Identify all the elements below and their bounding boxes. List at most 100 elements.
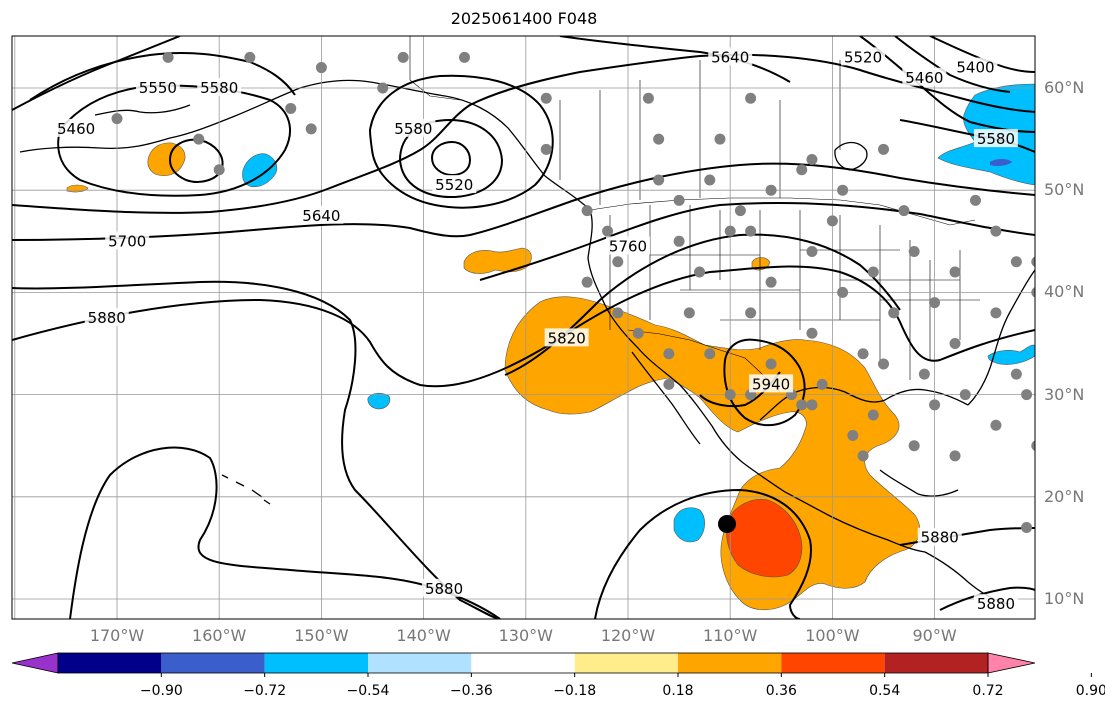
colorbar-label: −0.36 [449, 683, 493, 699]
station-marker [929, 297, 941, 309]
station-marker [1062, 358, 1073, 369]
contour-5940 [723, 338, 806, 427]
contour-label-background [299, 205, 344, 224]
station-marker [837, 286, 849, 298]
latitude-label: 50°N [1044, 180, 1085, 200]
station-marker [888, 307, 900, 319]
station-marker [1010, 368, 1022, 380]
contour-label: 5520 [844, 48, 882, 66]
contour-label: 5880 [88, 309, 126, 327]
contour-label-background [432, 175, 477, 194]
contour-label: 5880 [425, 580, 463, 598]
colorbar-extend-max [987, 652, 1036, 674]
fill-orange-pacific [463, 247, 532, 274]
contour-label-background [841, 47, 886, 66]
contour-label: 5550 [139, 79, 177, 97]
station-marker [908, 246, 920, 258]
station-marker [847, 429, 859, 441]
contour-5700 [12, 162, 1035, 241]
station-marker [745, 225, 757, 237]
contour-label-background [391, 118, 436, 137]
fill-orange-alaska [147, 142, 186, 176]
station-marker [653, 174, 665, 186]
station-marker [826, 215, 838, 227]
station-marker [1031, 287, 1035, 298]
canada-provinces [559, 60, 841, 205]
contour-label: 5820 [548, 329, 586, 347]
station-marker [305, 123, 317, 135]
contour-label-background [54, 118, 99, 137]
station-marker [458, 51, 470, 63]
contour-label: 5580 [200, 79, 238, 97]
contour-labels: 5460 5550 5580 5580 5520 5640 5700 5880 5760 5820… [54, 47, 1018, 613]
fill-blue-northeast [990, 159, 1012, 166]
station-marker [724, 225, 736, 237]
colorbar-segment [471, 653, 575, 673]
colorbar-frame [57, 652, 989, 674]
station-marker [745, 307, 757, 319]
station-marker [959, 389, 971, 401]
station-marker [1021, 389, 1033, 401]
colorbar-segment [781, 653, 885, 673]
longitude-label: 110°W [703, 626, 758, 645]
contour-5760 [479, 202, 1035, 281]
station-marker [867, 266, 879, 278]
colorbar-label: 0.36 [765, 683, 797, 699]
border-us-canada [589, 197, 976, 226]
station-marker [796, 399, 808, 411]
contour-label: 5640 [302, 207, 340, 225]
station-marker [949, 266, 961, 278]
contour-label: 5580 [394, 120, 432, 138]
station-marker [612, 307, 624, 319]
station-marker [540, 92, 552, 104]
contour-label: 5580 [977, 130, 1015, 148]
station-marker [602, 225, 614, 237]
station-marker [806, 246, 818, 258]
station-marker [714, 133, 726, 145]
contour-label-background [105, 231, 150, 250]
latitude-label: 60°N [1044, 78, 1085, 97]
station-marker [315, 62, 327, 74]
station-marker [162, 51, 174, 63]
contour-label-background [135, 78, 180, 96]
colorbar-label: −0.54 [346, 683, 390, 699]
contour-5460-pacific-low [430, 140, 472, 177]
contour-label-background [917, 527, 962, 546]
station-markers [111, 51, 1073, 533]
station-marker [673, 235, 685, 247]
contour-5880-north [12, 265, 1035, 388]
station-marker [653, 133, 665, 145]
contour-label: 5880 [921, 529, 959, 547]
contour-label-background [422, 578, 467, 597]
contour-5460-north [894, 36, 1011, 93]
colorbar-segment [368, 653, 472, 673]
contour-5880-mexico [594, 488, 812, 619]
station-marker [867, 409, 879, 421]
colorbar-label: −0.90 [139, 683, 183, 699]
longitude-label: 130°W [498, 626, 553, 645]
latitude-label: 30°N [1044, 384, 1085, 404]
colorbar-segment [161, 653, 265, 673]
station-marker [990, 419, 1002, 431]
fill-cyan-mexico [673, 507, 705, 543]
contour-5550-alaska [29, 51, 296, 101]
contour-label-background [749, 374, 794, 393]
station-marker [673, 194, 685, 206]
contour-label: 5640 [711, 48, 749, 66]
colorbar-label: 0.18 [662, 683, 694, 699]
longitude-label: 90°W [912, 626, 957, 645]
contour-5880-se [939, 586, 1035, 611]
contour-label-background [953, 57, 998, 76]
station-marker [745, 92, 757, 104]
map-title: 2025061400 F048 [450, 9, 598, 28]
station-marker [816, 378, 828, 390]
station-marker [878, 358, 889, 370]
fill-cyan-alaska [242, 153, 278, 188]
colorbar-label: −0.18 [553, 683, 597, 699]
station-marker [806, 154, 818, 166]
longitude-label: 170°W [89, 626, 145, 645]
station-marker [244, 51, 256, 63]
station-marker [663, 378, 675, 390]
contour-label-background [973, 129, 1018, 148]
